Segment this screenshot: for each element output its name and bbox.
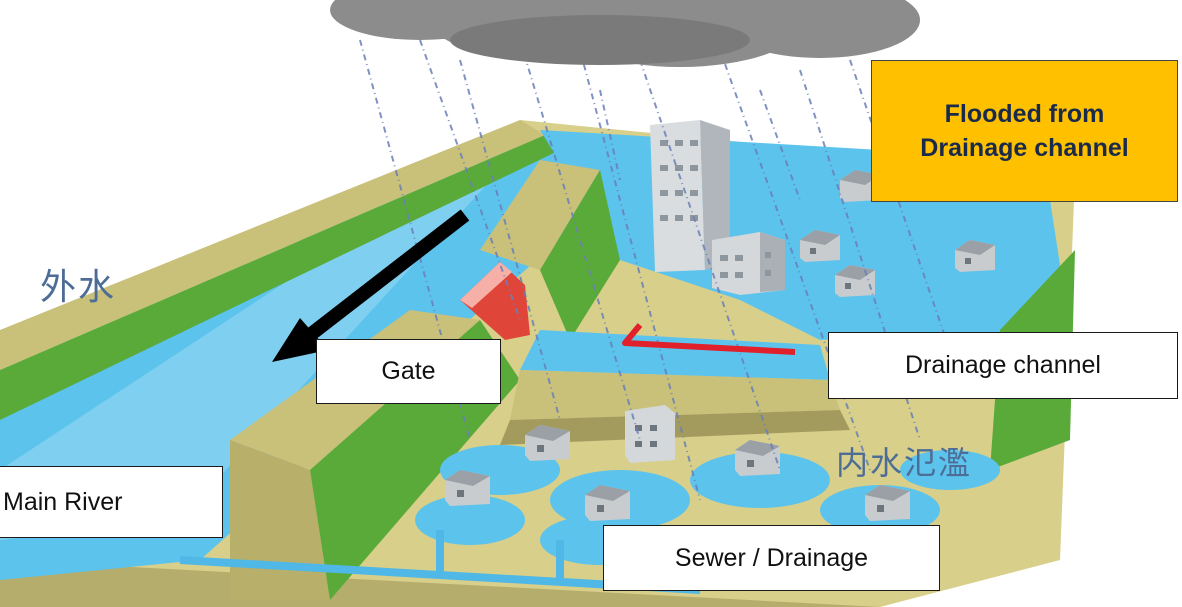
- upper-levee-side: [540, 170, 620, 340]
- ground-slab-front: [0, 560, 880, 607]
- left-embankment-side: [0, 135, 560, 420]
- upper-levee-top: [480, 160, 600, 270]
- flooded-from-drainage-callout: Flooded from Drainage channel: [871, 60, 1178, 202]
- tall-building: [650, 120, 730, 272]
- gate-levee-front: [230, 440, 330, 600]
- outer-water-label: 外水: [40, 267, 117, 308]
- main-river-light: [0, 170, 500, 540]
- inner-flood-label: 内水氾濫: [836, 444, 973, 482]
- sewer-drainage-label: Sewer / Drainage: [603, 525, 940, 591]
- houses: [445, 170, 995, 521]
- gate-highlight: [460, 262, 512, 308]
- mid-building: [712, 232, 785, 295]
- river-flow-arrow: [272, 209, 470, 362]
- gate-label: Gate: [316, 339, 501, 404]
- drainage-levee: [510, 370, 840, 420]
- drainage-channel-water: [520, 330, 830, 380]
- flooded-line-1: Flooded from: [944, 100, 1105, 128]
- rain-cloud: [330, 0, 920, 67]
- left-embankment-top: [0, 120, 545, 370]
- main-river-label: Main River: [0, 466, 223, 538]
- flooded-line-2: Drainage channel: [920, 134, 1129, 162]
- drainage-channel-label: Drainage channel: [828, 332, 1178, 399]
- drainage-backflow-arrow: [622, 323, 796, 355]
- gate-structure: [460, 262, 530, 340]
